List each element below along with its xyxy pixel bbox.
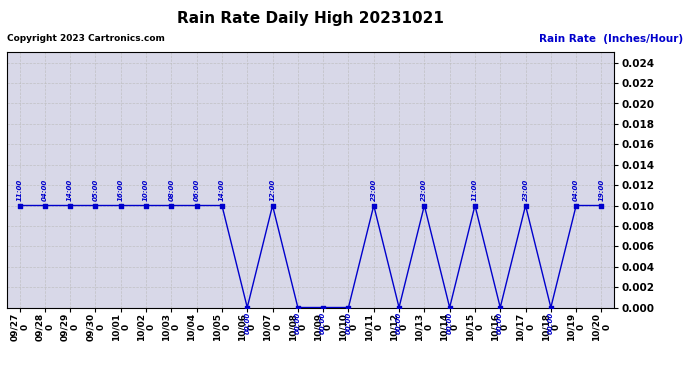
Text: Copyright 2023 Cartronics.com: Copyright 2023 Cartronics.com	[7, 34, 165, 43]
Text: Rain Rate  (Inches/Hour): Rain Rate (Inches/Hour)	[539, 34, 683, 44]
Text: 16:00: 16:00	[118, 179, 124, 201]
Point	[293, 304, 304, 310]
Text: 23:00: 23:00	[522, 179, 529, 201]
Text: 04:00: 04:00	[42, 179, 48, 201]
Point	[217, 202, 228, 208]
Point	[191, 202, 202, 208]
Point	[343, 304, 354, 310]
Text: 00:00: 00:00	[446, 312, 453, 334]
Point	[65, 202, 76, 208]
Point	[419, 202, 430, 208]
Text: 14:00: 14:00	[219, 179, 225, 201]
Text: 00:00: 00:00	[497, 312, 503, 334]
Point	[545, 304, 556, 310]
Text: 19:00: 19:00	[598, 179, 604, 201]
Text: 00:00: 00:00	[548, 312, 554, 334]
Text: 12:00: 12:00	[270, 179, 275, 201]
Point	[596, 202, 607, 208]
Point	[444, 304, 455, 310]
Text: 04:00: 04:00	[573, 179, 579, 201]
Text: 14:00: 14:00	[67, 179, 73, 201]
Text: 10:00: 10:00	[143, 179, 149, 201]
Point	[368, 202, 380, 208]
Text: Rain Rate Daily High 20231021: Rain Rate Daily High 20231021	[177, 11, 444, 26]
Text: 00:00: 00:00	[346, 312, 351, 334]
Text: 23:00: 23:00	[371, 179, 377, 201]
Point	[115, 202, 126, 208]
Text: 06:00: 06:00	[194, 179, 199, 201]
Point	[495, 304, 506, 310]
Text: 00:00: 00:00	[295, 312, 301, 334]
Point	[469, 202, 480, 208]
Text: 05:00: 05:00	[92, 179, 99, 201]
Text: 11:00: 11:00	[472, 179, 478, 201]
Point	[267, 202, 278, 208]
Text: 00:00: 00:00	[320, 312, 326, 334]
Text: 00:00: 00:00	[396, 312, 402, 334]
Text: 00:00: 00:00	[244, 312, 250, 334]
Point	[166, 202, 177, 208]
Point	[241, 304, 253, 310]
Point	[39, 202, 50, 208]
Text: 08:00: 08:00	[168, 179, 175, 201]
Point	[14, 202, 25, 208]
Text: 23:00: 23:00	[422, 179, 427, 201]
Point	[520, 202, 531, 208]
Point	[571, 202, 582, 208]
Point	[393, 304, 404, 310]
Text: 11:00: 11:00	[17, 179, 23, 201]
Point	[141, 202, 152, 208]
Point	[317, 304, 328, 310]
Point	[90, 202, 101, 208]
